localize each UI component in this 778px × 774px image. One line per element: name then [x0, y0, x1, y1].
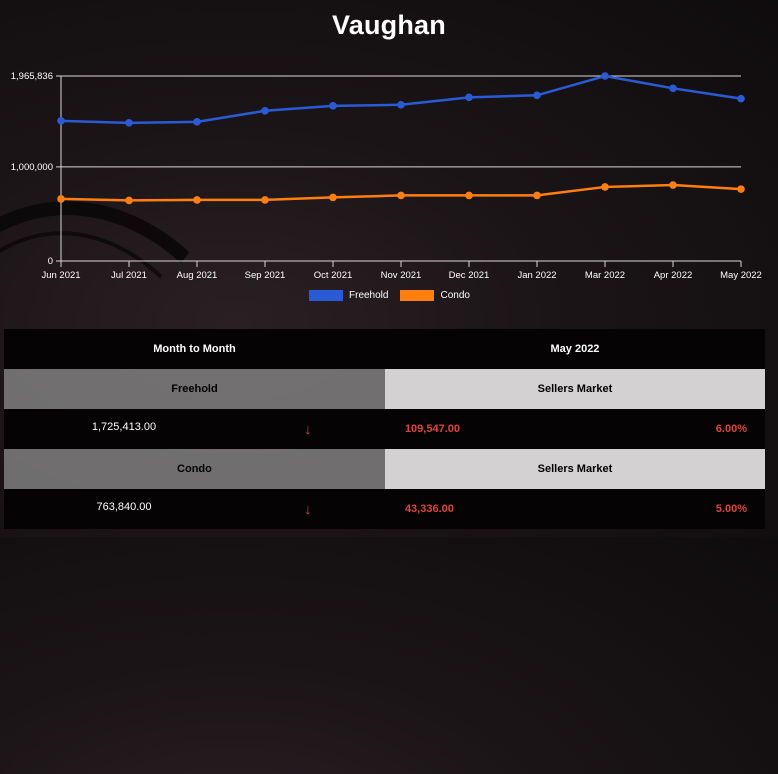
market-stats-table: Month to Month May 2022 Freehold Sellers…	[4, 329, 765, 529]
data-point[interactable]	[669, 181, 677, 189]
data-point[interactable]	[533, 91, 541, 100]
freehold-price: 1,725,413.00	[91, 421, 157, 433]
legend-swatch-freehold[interactable]	[309, 290, 343, 301]
y-tick-label: 0	[48, 256, 53, 267]
freehold-section-row: Freehold Sellers Market	[4, 369, 765, 409]
data-point[interactable]	[669, 84, 677, 93]
x-tick-label: Aug 2021	[177, 270, 218, 281]
data-point[interactable]	[465, 191, 473, 200]
x-tick-label: Mar 2022	[585, 270, 625, 281]
freehold-market-status: Sellers Market	[384, 369, 765, 409]
condo-label: Condo	[4, 449, 385, 489]
condo-section-row: Condo Sellers Market	[4, 449, 765, 489]
chart-axes: 0 1,000,000 1,965,836 Jun 2021 Jul 2021 Aug 2…	[11, 71, 762, 281]
data-point[interactable]	[465, 93, 473, 102]
data-point[interactable]	[329, 193, 337, 202]
chart-title: Vaughan	[332, 10, 446, 40]
line-chart: 0 1,000,000 1,965,836 Jun 2021 Jul 2021 Aug 2…	[11, 71, 762, 281]
x-tick-label: Jan 2022	[517, 270, 556, 281]
condo-change: 43,336.00	[404, 503, 454, 515]
data-point[interactable]	[397, 191, 405, 200]
data-point[interactable]	[125, 119, 133, 127]
x-tick-label: Jun 2021	[41, 270, 80, 281]
data-point[interactable]	[397, 100, 405, 109]
data-point[interactable]	[193, 118, 201, 126]
condo-values-row: 763,840.00 ↓ 43,336.00 5.00%	[4, 489, 765, 529]
data-point[interactable]	[125, 196, 133, 205]
condo-market-status: Sellers Market	[384, 449, 765, 489]
y-tick-label: 1,965,836	[11, 71, 53, 82]
series-line-freehold	[60, 74, 742, 125]
freehold-label: Freehold	[4, 369, 385, 409]
chart-grid	[61, 75, 741, 168]
x-tick-label: Apr 2022	[654, 270, 693, 281]
data-point[interactable]	[57, 195, 65, 203]
condo-percent: 5.00%	[715, 503, 747, 515]
x-tick-label: Dec 2021	[449, 270, 490, 281]
freehold-change: 109,547.00	[404, 423, 460, 435]
table-header-row: Month to Month May 2022	[4, 329, 765, 369]
data-point[interactable]	[329, 102, 337, 110]
x-tick-label: Nov 2021	[381, 270, 422, 281]
header-period: May 2022	[384, 329, 765, 369]
x-tick-label: Oct 2021	[314, 270, 353, 281]
condo-price: 763,840.00	[96, 501, 152, 513]
data-point[interactable]	[737, 185, 745, 193]
data-point[interactable]	[193, 196, 201, 204]
arrow-down-icon: ↓	[304, 421, 312, 437]
data-point[interactable]	[57, 117, 65, 125]
header-month-to-month: Month to Month	[4, 329, 385, 369]
chart-legend: Freehold Condo	[309, 290, 476, 301]
data-point[interactable]	[533, 191, 541, 200]
legend-label-freehold: Freehold	[349, 290, 389, 301]
data-point[interactable]	[737, 94, 745, 103]
data-point[interactable]	[601, 183, 609, 191]
data-point[interactable]	[261, 196, 269, 204]
x-tick-label: Sep 2021	[245, 270, 286, 281]
freehold-values-row: 1,725,413.00 ↓ 109,547.00 6.00%	[4, 409, 765, 449]
data-point[interactable]	[601, 72, 609, 80]
arrow-down-icon: ↓	[304, 501, 312, 517]
data-point[interactable]	[261, 107, 269, 115]
y-tick-label: 1,000,000	[11, 162, 53, 173]
x-tick-label: Jul 2021	[111, 270, 147, 281]
x-tick-label: May 2022	[720, 270, 762, 281]
legend-label-condo: Condo	[440, 290, 470, 301]
legend-swatch-condo[interactable]	[400, 290, 435, 301]
chart-series	[57, 72, 745, 205]
freehold-percent: 6.00%	[715, 423, 747, 435]
